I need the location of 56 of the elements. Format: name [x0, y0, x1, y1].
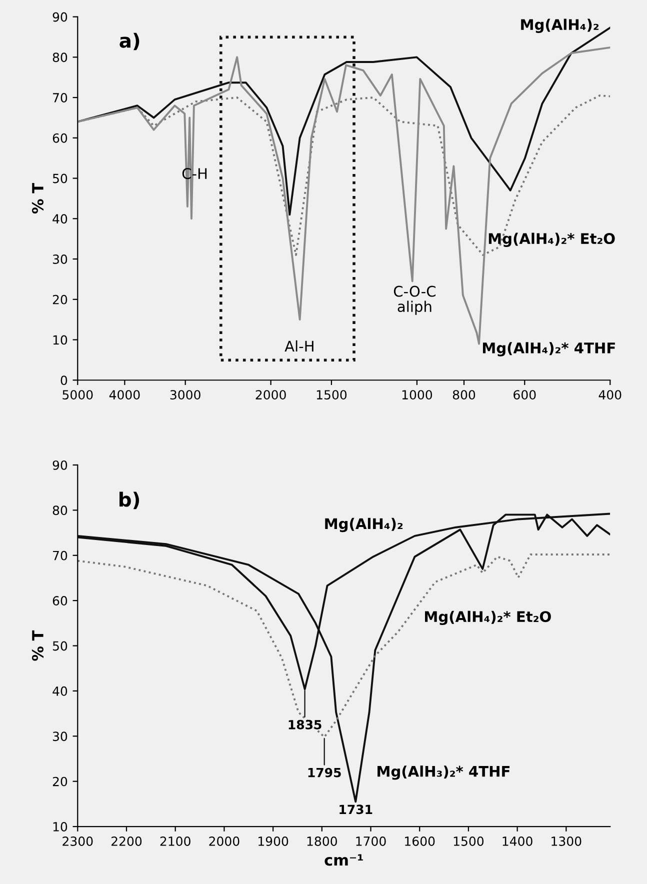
- annotation: a): [120, 32, 140, 50]
- series-label: Mg(AlH₄)₂* Et₂O: [488, 232, 615, 247]
- y-tick-label: 70: [53, 550, 68, 560]
- x-tick-label: 800: [452, 390, 476, 400]
- x-tick-label: 600: [514, 390, 536, 400]
- x-tick-label: 2000: [256, 390, 286, 400]
- x-tick-label: 5000: [62, 390, 93, 400]
- x-tick-label: 1600: [405, 836, 435, 846]
- y-tick-label: 20: [52, 776, 68, 786]
- annotation: 1731: [340, 804, 372, 814]
- y-axis-title: % T: [32, 183, 44, 214]
- y-tick-label: 80: [52, 506, 68, 516]
- annotation: Al-H: [284, 340, 314, 352]
- y-tick-label: 0: [60, 376, 68, 386]
- y-tick-label: 20: [52, 294, 68, 304]
- series-label: Mg(AlH₃)₂* 4THF: [378, 766, 510, 780]
- annotation: 1835: [288, 720, 322, 730]
- x-tick-label: 1800: [307, 836, 337, 846]
- x-tick-label: 1400: [502, 836, 532, 846]
- y-tick-label: 40: [52, 686, 68, 696]
- y-tick-label: 70: [53, 93, 68, 102]
- y-tick-label: 40: [52, 214, 68, 224]
- y-tick-label: 50: [52, 174, 68, 184]
- x-tick-label: 1500: [316, 390, 347, 400]
- y-tick-label: 60: [52, 133, 68, 143]
- y-axis-title: % T: [32, 630, 44, 661]
- y-tick-label: 80: [52, 52, 68, 62]
- x-tick-label: 3000: [170, 390, 200, 400]
- x-tick-label: 1700: [356, 836, 386, 846]
- x-tick-label: 1500: [454, 836, 484, 846]
- x-axis-title: cm⁻¹: [324, 854, 363, 866]
- y-tick-label: 90: [52, 460, 68, 470]
- y-tick-label: 50: [52, 641, 68, 651]
- x-tick-label: 4000: [109, 390, 140, 400]
- series-label: Mg(AlH₄)₂: [325, 518, 403, 532]
- x-tick-label: 2300: [62, 836, 93, 846]
- y-tick-label: 60: [52, 596, 68, 606]
- x-tick-label: 400: [598, 390, 622, 400]
- x-tick-label: 2200: [112, 836, 142, 846]
- y-tick-label: 30: [52, 732, 68, 742]
- x-tick-label: 1000: [402, 390, 432, 400]
- y-tick-label: 90: [52, 12, 68, 22]
- y-tick-label: 30: [52, 254, 68, 264]
- y-tick-label: 10: [53, 335, 68, 345]
- series-label: Mg(AlH₄)₂* Et₂O: [425, 610, 551, 626]
- annotation: C-H: [182, 168, 207, 180]
- x-tick-label: 2000: [209, 836, 240, 846]
- series-label: Mg(AlH₄)₂: [521, 18, 598, 33]
- annotation: 1795: [308, 768, 341, 778]
- annotation: b): [120, 492, 140, 510]
- x-tick-label: 1900: [258, 836, 288, 846]
- series-label: Mg(AlH₄)₂* 4THF: [482, 342, 615, 356]
- annotation: C-O-C aliph: [394, 286, 436, 315]
- x-tick-label: 2100: [160, 836, 190, 846]
- y-tick-label: 10: [53, 822, 68, 832]
- x-tick-label: 1300: [552, 836, 582, 846]
